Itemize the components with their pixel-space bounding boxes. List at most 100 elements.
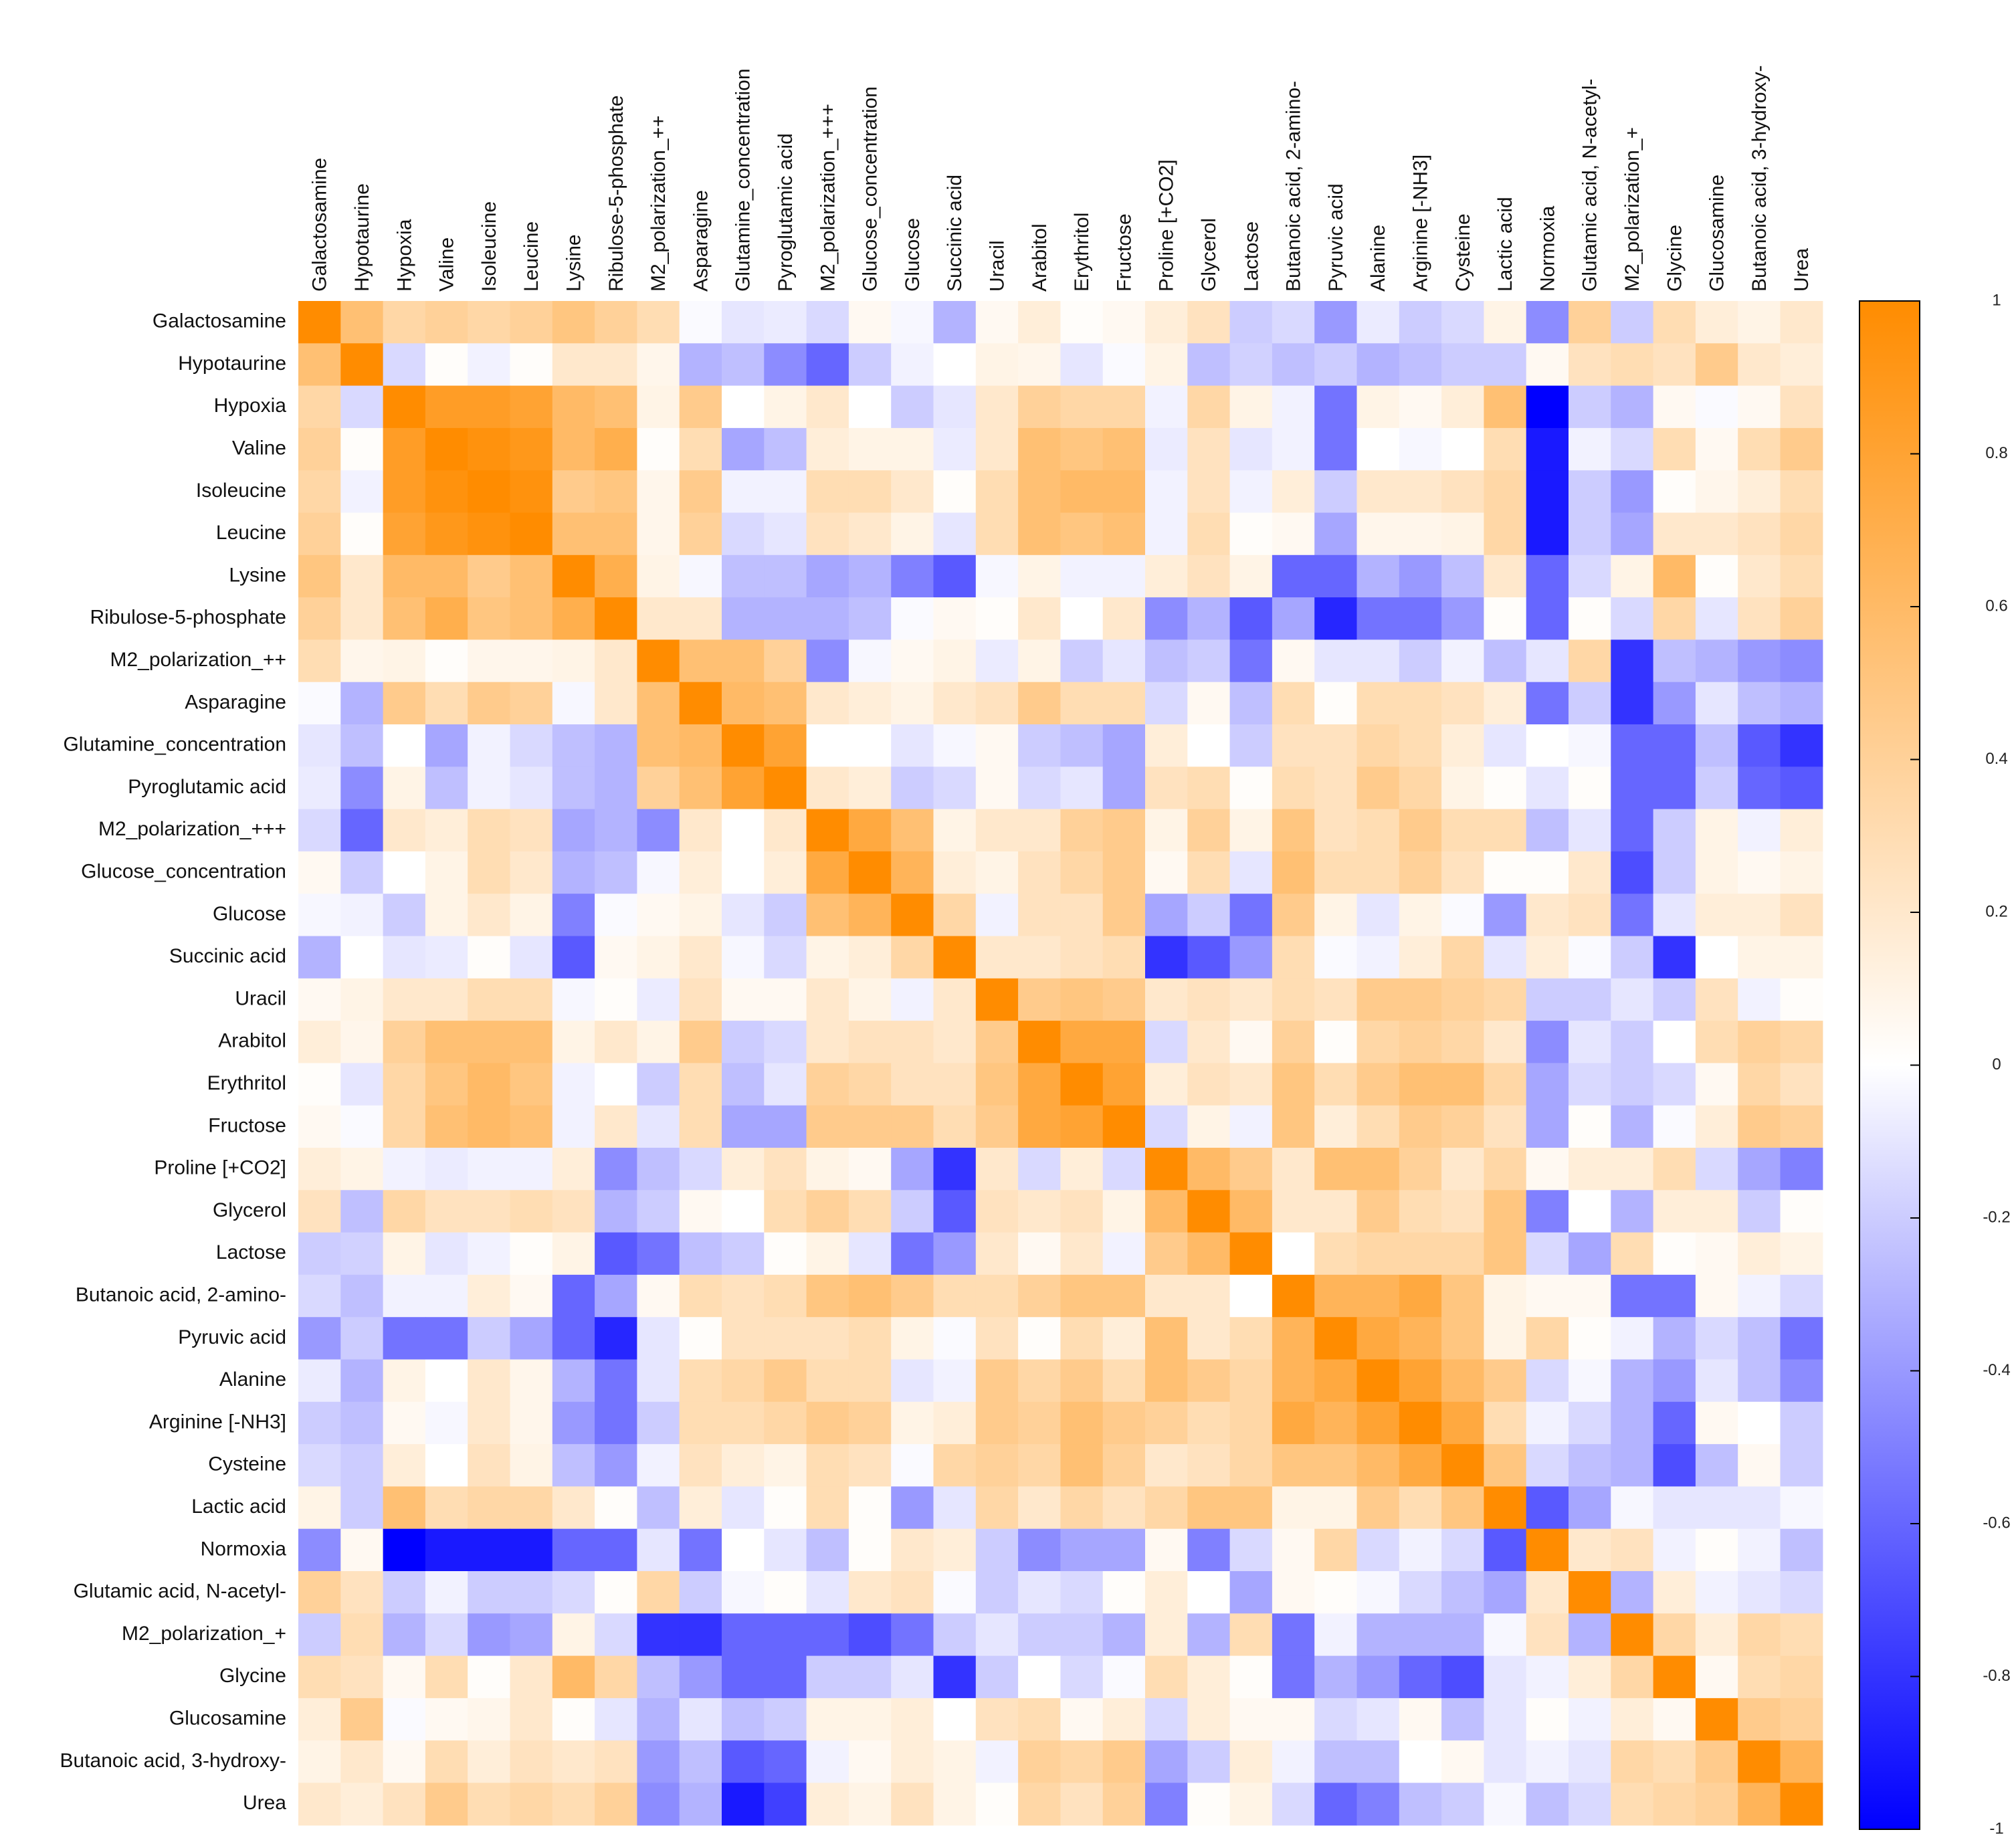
heatmap-cell-11-34 (1738, 766, 1781, 810)
heatmap-cell-33-29 (1526, 1698, 1569, 1741)
heatmap-cell-6-4 (468, 554, 511, 598)
heatmap-cell-11-18 (1060, 766, 1104, 810)
heatmap-cell-2-19 (1102, 385, 1146, 429)
heatmap-cell-0-27 (1441, 301, 1484, 344)
heatmap-cell-14-17 (1018, 894, 1061, 937)
heatmap-cell-22-25 (1356, 1232, 1400, 1275)
heatmap-cell-26-13 (848, 1401, 892, 1445)
heatmap-cell-8-22 (1229, 639, 1273, 683)
heatmap-cell-4-20 (1145, 470, 1188, 514)
heatmap-cell-17-3 (425, 1021, 468, 1063)
heatmap-cell-15-20 (1145, 936, 1188, 979)
heatmap-cell-6-17 (1018, 554, 1061, 598)
heatmap-cell-17-25 (1356, 1021, 1400, 1063)
heatmap-cell-35-26 (1399, 1782, 1442, 1826)
heatmap-cell-2-23 (1272, 385, 1315, 429)
heatmap-cell-34-3 (425, 1740, 468, 1784)
heatmap-cell-20-32 (1653, 1148, 1696, 1191)
heatmap-cell-20-5 (510, 1148, 553, 1191)
heatmap-cell-3-14 (891, 427, 934, 471)
heatmap-cell-1-17 (1018, 343, 1061, 387)
heatmap-cell-5-26 (1399, 512, 1442, 556)
heatmap-cell-28-8 (637, 1486, 680, 1530)
heatmap-cell-18-4 (468, 1063, 511, 1106)
heatmap-cell-11-8 (637, 766, 680, 810)
heatmap-cell-20-25 (1356, 1148, 1400, 1191)
heatmap-cell-26-2 (383, 1401, 426, 1445)
heatmap-cell-33-12 (806, 1698, 849, 1741)
heatmap-cell-27-16 (975, 1444, 1019, 1487)
heatmap-cell-8-2 (383, 639, 426, 683)
heatmap-cell-16-19 (1102, 978, 1146, 1021)
heatmap-cell-20-2 (383, 1148, 426, 1191)
heatmap-cell-5-3 (425, 512, 468, 556)
heatmap-cell-4-1 (340, 470, 384, 514)
heatmap-cell-2-6 (552, 385, 595, 429)
heatmap-cell-27-32 (1653, 1444, 1696, 1487)
heatmap-cell-7-17 (1018, 597, 1061, 640)
heatmap-cell-35-0 (298, 1782, 341, 1826)
heatmap-cell-27-12 (806, 1444, 849, 1487)
heatmap-cell-30-25 (1356, 1571, 1400, 1614)
heatmap-cell-11-33 (1695, 766, 1738, 810)
heatmap-cell-28-5 (510, 1486, 553, 1530)
heatmap-cell-0-17 (1018, 301, 1061, 344)
heatmap-cell-3-21 (1187, 427, 1231, 471)
heatmap-cell-6-33 (1695, 554, 1738, 598)
heatmap-cell-24-17 (1018, 1317, 1061, 1360)
heatmap-cell-35-17 (1018, 1782, 1061, 1826)
heatmap-cell-26-10 (722, 1401, 765, 1445)
heatmap-cell-19-14 (891, 1105, 934, 1148)
heatmap-cell-30-34 (1738, 1571, 1781, 1614)
heatmap-cell-30-12 (806, 1571, 849, 1614)
heatmap-cell-7-24 (1314, 597, 1358, 640)
heatmap-cell-5-2 (383, 512, 426, 556)
heatmap-cell-4-2 (383, 470, 426, 514)
heatmap-cell-28-29 (1526, 1486, 1569, 1530)
heatmap-cell-22-9 (679, 1232, 722, 1275)
heatmap-cell-9-32 (1653, 682, 1696, 725)
heatmap-cell-1-12 (806, 343, 849, 387)
heatmap-cell-28-12 (806, 1486, 849, 1530)
heatmap-cell-13-12 (806, 851, 849, 894)
heatmap-cell-31-23 (1272, 1613, 1315, 1657)
heatmap-cell-21-33 (1695, 1190, 1738, 1233)
heatmap-cell-19-20 (1145, 1105, 1188, 1148)
heatmap-cell-0-13 (848, 301, 892, 344)
heatmap-cell-17-34 (1738, 1021, 1781, 1063)
heatmap-cell-33-26 (1399, 1698, 1442, 1741)
heatmap-cell-11-32 (1653, 766, 1696, 810)
column-label-glucosamine: Glucosamine (1706, 175, 1728, 292)
heatmap-cell-8-13 (848, 639, 892, 683)
heatmap-cell-19-31 (1611, 1105, 1654, 1148)
heatmap-cell-16-11 (764, 978, 807, 1021)
heatmap-cell-15-32 (1653, 936, 1696, 979)
heatmap-cell-17-9 (679, 1021, 722, 1063)
heatmap-cell-3-7 (595, 427, 637, 471)
heatmap-cell-12-19 (1102, 809, 1146, 852)
heatmap-cell-26-31 (1611, 1401, 1654, 1445)
heatmap-cell-15-22 (1229, 936, 1273, 979)
heatmap-cell-18-18 (1060, 1063, 1104, 1106)
heatmap-cell-14-8 (637, 894, 680, 937)
heatmap-cell-23-3 (425, 1274, 468, 1318)
heatmap-cell-18-32 (1653, 1063, 1696, 1106)
heatmap-cell-9-7 (595, 682, 637, 725)
heatmap-cell-7-5 (510, 597, 553, 640)
heatmap-cell-20-35 (1780, 1148, 1823, 1191)
row-label-glycine: Glycine (219, 1665, 286, 1687)
heatmap-cell-15-18 (1060, 936, 1104, 979)
heatmap-cell-31-5 (510, 1613, 553, 1657)
heatmap-cell-29-23 (1272, 1528, 1315, 1572)
heatmap-cell-18-21 (1187, 1063, 1231, 1106)
heatmap-cell-22-28 (1484, 1232, 1527, 1275)
heatmap-cell-31-12 (806, 1613, 849, 1657)
heatmap-cell-28-0 (298, 1486, 341, 1530)
heatmap-cell-29-6 (552, 1528, 595, 1572)
heatmap-cell-1-2 (383, 343, 426, 387)
heatmap-cell-10-10 (722, 724, 765, 767)
heatmap-cell-2-0 (298, 385, 341, 429)
heatmap-cell-5-28 (1484, 512, 1527, 556)
heatmap-cell-11-4 (468, 766, 511, 810)
heatmap-cell-13-15 (933, 851, 977, 894)
